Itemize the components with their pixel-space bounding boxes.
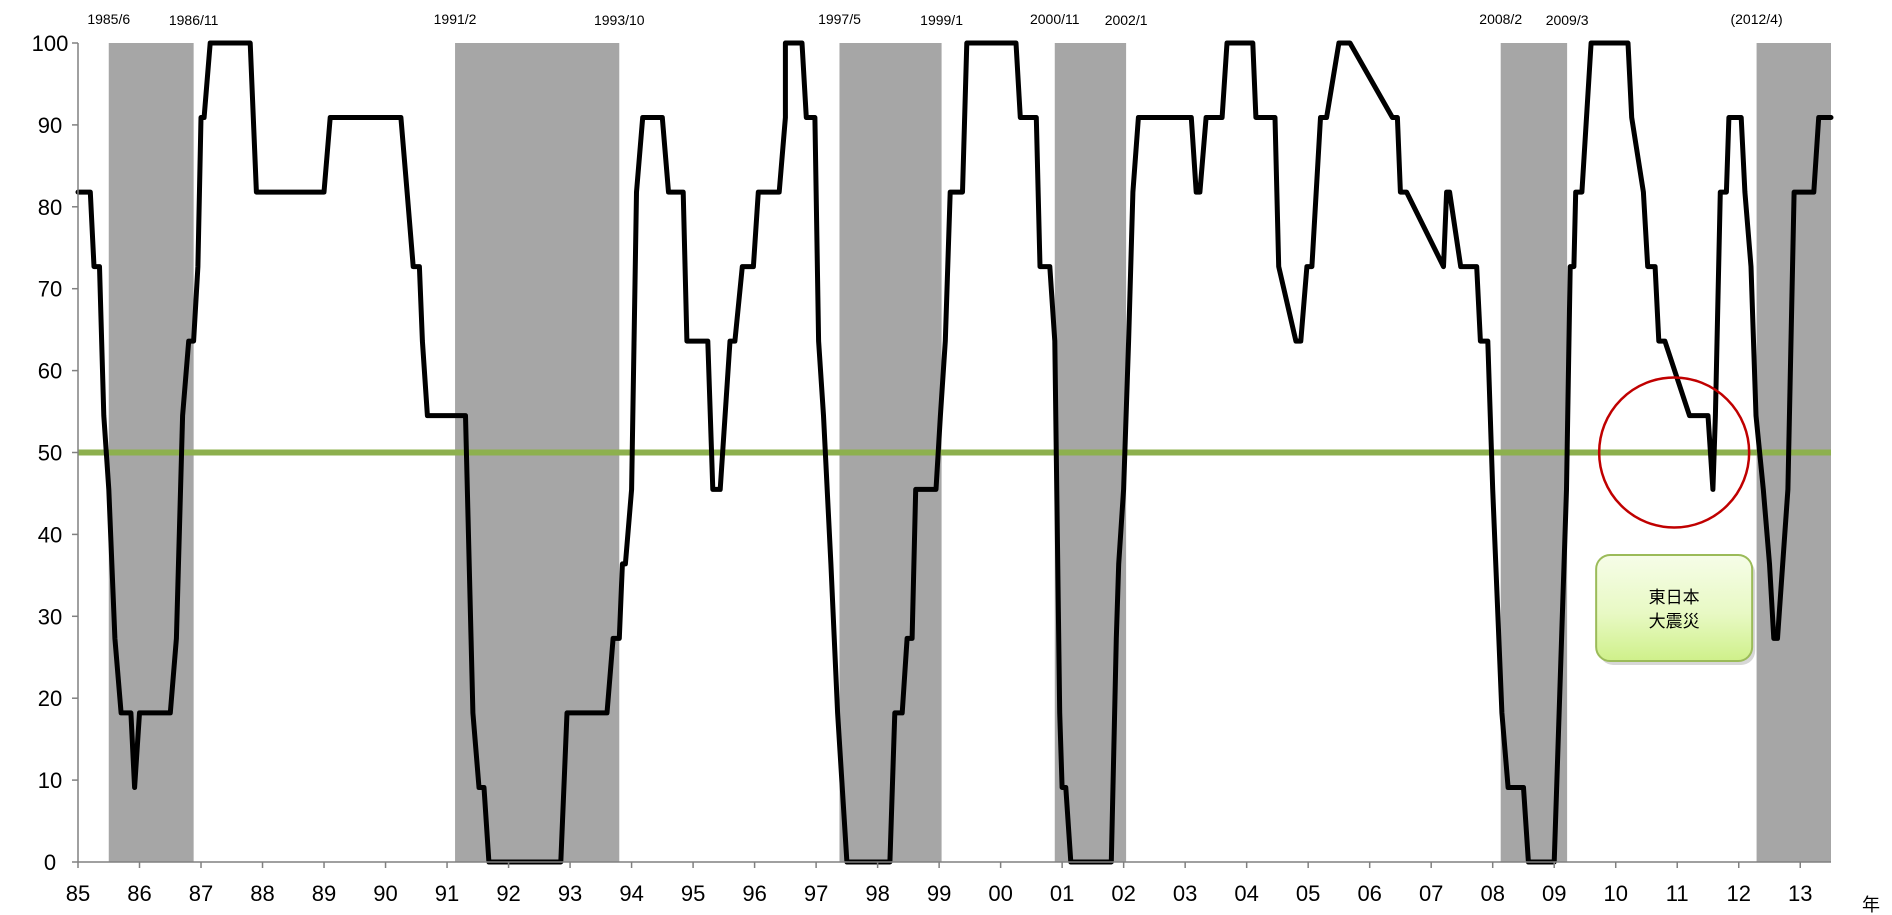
y-tick-label: 80 [38,195,62,220]
y-tick-labels: 0 10 20 30 40 50 60 70 80 90 100 [32,31,78,875]
x-tick-label: 05 [1296,881,1320,906]
y-tick-label: 70 [38,277,62,302]
turning-point-label: 2000/11 [1030,11,1080,27]
x-tick-label: 97 [804,881,828,906]
x-tick-labels: 85 86 87 88 89 90 91 92 93 94 95 96 97 98 99 00 01 02 03 04… [66,862,1812,906]
y-tick-label: 20 [38,686,62,711]
x-tick-label: 08 [1480,881,1504,906]
x-tick-label: 93 [558,881,582,906]
x-tick-label: 89 [312,881,336,906]
x-tick-label: 06 [1357,881,1381,906]
y-tick-label: 30 [38,604,62,629]
turning-point-label: 1999/1 [920,12,963,28]
x-tick-label: 95 [681,881,705,906]
x-tick-label: 91 [435,881,459,906]
x-tick-label: 03 [1173,881,1197,906]
x-tick-label: 85 [66,881,90,906]
series-group [75,40,1834,865]
x-tick-label: 00 [988,881,1012,906]
turning-point-label: 1997/5 [818,11,861,27]
callout-text-line: 大震災 [1649,612,1700,631]
x-tick-label: 07 [1419,881,1443,906]
y-tick-label: 10 [38,768,62,793]
x-tick-label: 99 [927,881,951,906]
y-tick-label: 50 [38,441,62,466]
x-tick-label: 98 [865,881,889,906]
x-tick-label: 04 [1234,881,1258,906]
turning-point-label: 2008/2 [1479,11,1522,27]
x-tick-label: 10 [1603,881,1627,906]
x-tick-label: 90 [373,881,397,906]
x-tick-label: 12 [1726,881,1750,906]
highlight-circle [1597,376,1751,529]
y-tick-label: 60 [38,359,62,384]
turning-point-label: 1986/11 [169,12,219,28]
x-tick-label: 09 [1542,881,1566,906]
turning-point-label: 2009/3 [1546,12,1589,28]
x-tick-label: 11 [1666,881,1689,906]
x-tick-label: 02 [1111,881,1135,906]
turning-point-label: 1991/2 [434,11,477,27]
y-tick-label: 0 [44,850,56,875]
turning-point-label: (2012/4) [1730,11,1782,27]
x-axis-label: 年 [1862,895,1880,915]
x-tick-label: 86 [127,881,151,906]
x-tick-label: 13 [1788,881,1812,906]
callout-text-line: 東日本 [1649,588,1700,607]
series-line-1 [75,40,1834,865]
turning-point-label: 2002/1 [1105,12,1148,28]
x-tick-label: 94 [619,881,643,906]
turning-point-label: 1993/10 [594,12,645,28]
x-tick-label: 87 [189,881,213,906]
callout-box [1595,554,1754,662]
turning-point-label: 1985/6 [87,11,130,27]
y-tick-label: 90 [38,113,62,138]
y-tick-label: 40 [38,522,62,547]
turning-point-labels: 1985/6 1986/11 1991/2 1993/10 1997/5 1999/1 20… [87,11,1782,28]
x-tick-label: 88 [250,881,274,906]
x-tick-label: 96 [742,881,766,906]
y-tick-label: 100 [32,31,69,56]
x-tick-label: 01 [1050,881,1074,906]
x-tick-label: 92 [496,881,520,906]
